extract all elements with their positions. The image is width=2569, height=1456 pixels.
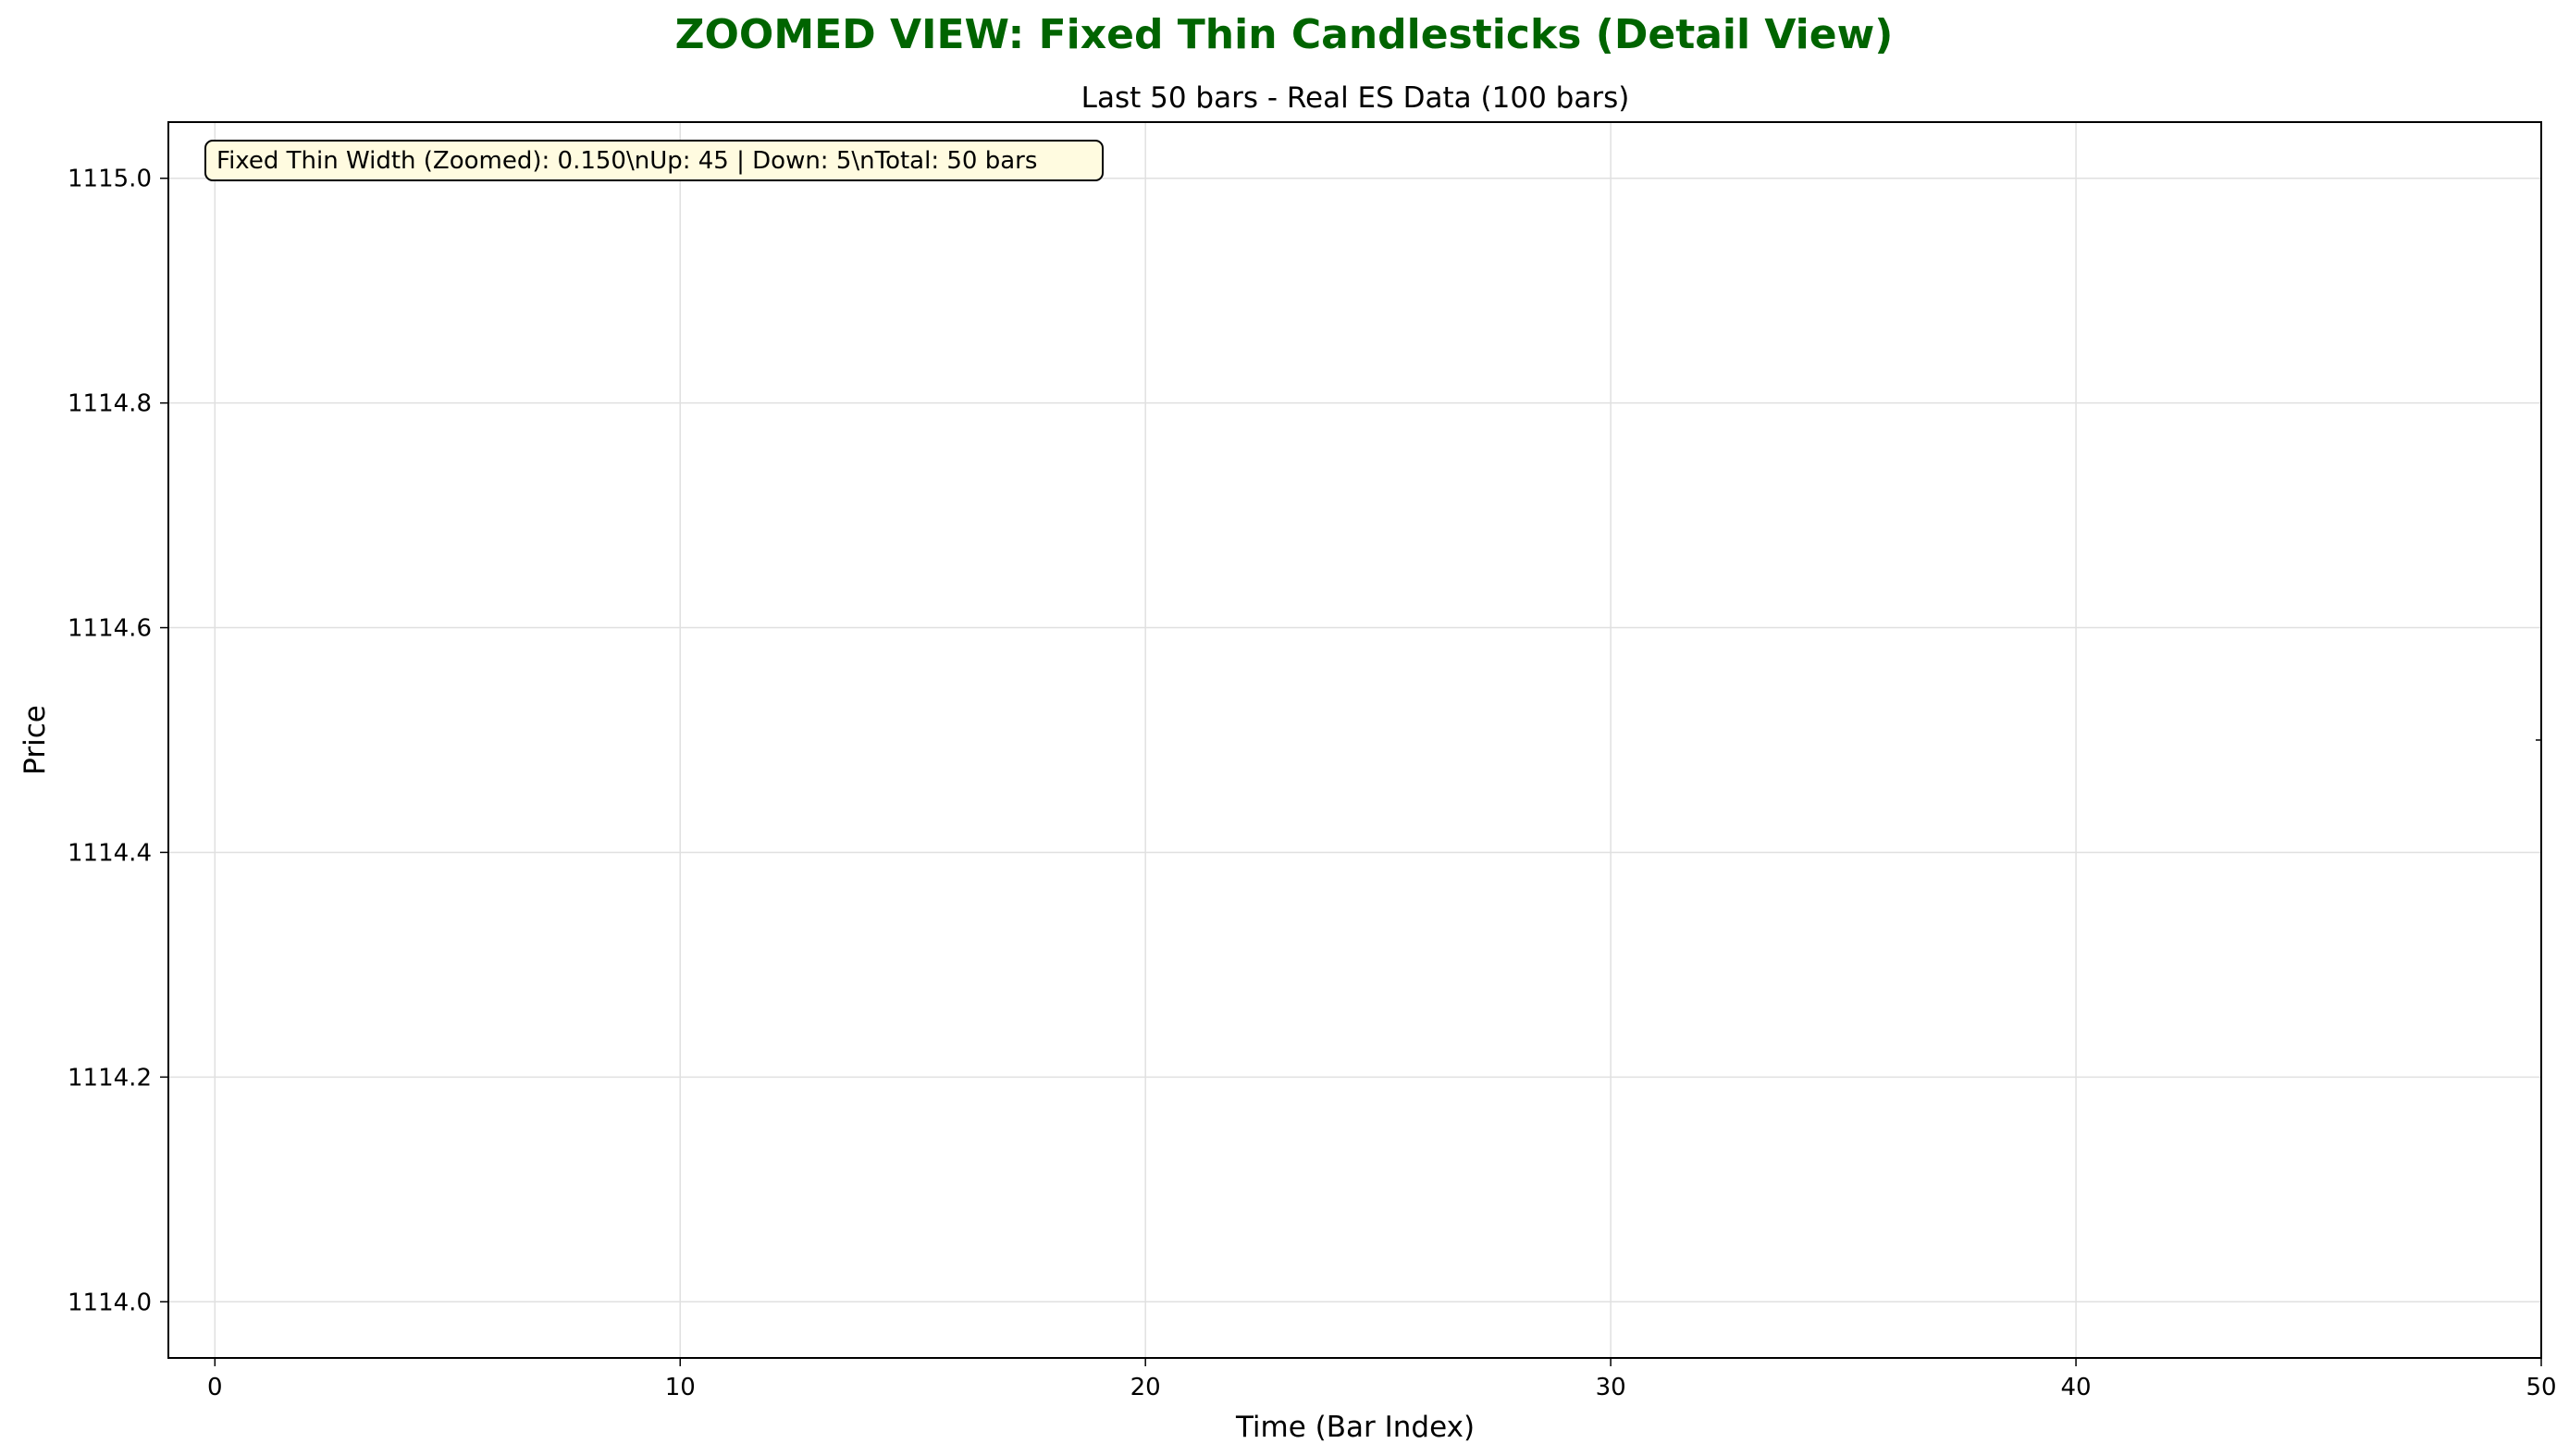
- x-tick-label: 10: [665, 1374, 696, 1401]
- x-axis: 0 10 20 30 40 50: [207, 1358, 2557, 1401]
- x-tick-label: 40: [2061, 1374, 2092, 1401]
- y-tick-label: 1114.6: [68, 615, 152, 643]
- y-tick-label: 1114.0: [68, 1289, 152, 1316]
- x-tick-label: 20: [1130, 1374, 1161, 1401]
- annotation-box: [204, 140, 1104, 181]
- chart-title: Last 50 bars - Real ES Data (100 bars): [1081, 81, 1630, 115]
- y-tick-label: 1114.8: [68, 390, 152, 418]
- y-tick-label: 1114.4: [68, 839, 152, 867]
- y-tick-label: 1115.0: [68, 166, 152, 193]
- x-tick-label: 50: [2526, 1374, 2556, 1401]
- annotation-text: Fixed Thin Width (Zoomed): 0.150\nUp: 45…: [216, 147, 1037, 175]
- y-axis: 1114.0 1114.2 1114.4 1114.6 1114.8 1115.0: [68, 166, 168, 1316]
- plot-area: [167, 121, 2542, 1359]
- x-axis-label: Time (Bar Index): [1235, 1411, 1475, 1444]
- y-tick-label: 1114.2: [68, 1064, 152, 1092]
- stats-annotation: Fixed Thin Width (Zoomed): 0.150\nUp: 45…: [204, 140, 1104, 181]
- chart-suptitle: ZOOMED VIEW: Fixed Thin Candlesticks (De…: [675, 11, 1894, 58]
- y-axis-label: Price: [19, 705, 52, 775]
- x-tick-label: 0: [207, 1374, 223, 1401]
- x-tick-label: 30: [1596, 1374, 1626, 1401]
- grid-lines: [168, 122, 2542, 1358]
